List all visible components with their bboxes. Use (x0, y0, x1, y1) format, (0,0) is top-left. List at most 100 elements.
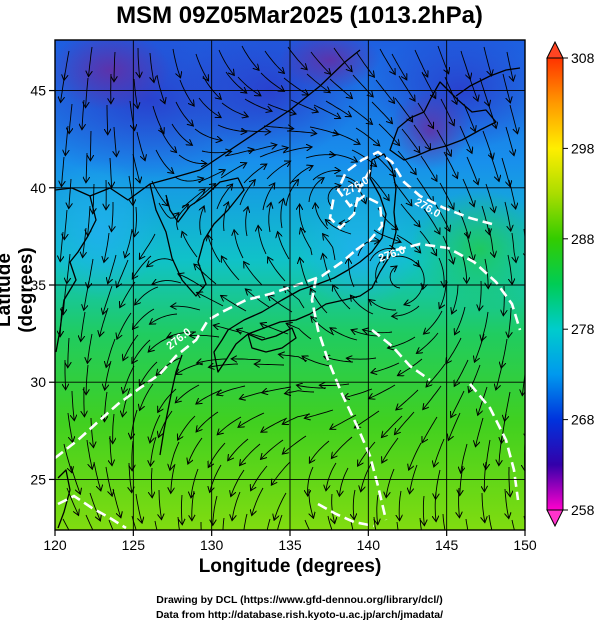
streamline (438, 257, 444, 286)
streamline (396, 521, 399, 530)
streamline (310, 440, 330, 462)
colorbar-tick-label: 268 (571, 412, 595, 428)
streamline (231, 469, 245, 496)
streamline (182, 232, 198, 258)
streamline (159, 489, 161, 519)
streamline (114, 51, 115, 81)
streamline (423, 416, 438, 442)
streamline (505, 488, 509, 518)
streamline (482, 492, 485, 522)
streamline (526, 79, 532, 107)
streamline (482, 311, 489, 340)
streamline (326, 220, 352, 235)
streamline (197, 293, 224, 307)
streamline (91, 417, 93, 447)
streamline (151, 436, 157, 465)
streamline (386, 468, 395, 497)
streamline (502, 73, 510, 102)
streamline (86, 152, 87, 182)
streamline (486, 439, 491, 469)
streamline (64, 209, 67, 239)
streamline (83, 227, 86, 257)
streamline (67, 412, 73, 441)
streamline (133, 308, 155, 329)
streamline (103, 285, 113, 313)
streamline (93, 461, 101, 490)
streamline (221, 102, 247, 116)
streamline (327, 186, 340, 208)
streamline (527, 282, 529, 311)
streamline (332, 493, 335, 523)
streamline (505, 126, 514, 155)
streamline (90, 130, 91, 160)
streamline (132, 440, 133, 470)
streamline (303, 357, 331, 367)
streamline (170, 441, 180, 469)
streamline (112, 202, 114, 231)
streamline (373, 516, 377, 530)
streamline (417, 102, 433, 128)
streamline (353, 489, 355, 519)
streamline (172, 306, 201, 311)
streamline (151, 467, 152, 497)
streamline (108, 519, 114, 530)
streamline (266, 162, 290, 180)
streamline (88, 205, 90, 235)
streamline (533, 313, 534, 342)
streamline (300, 259, 309, 287)
streamline (123, 365, 135, 393)
streamline (239, 412, 265, 427)
streamline (466, 156, 478, 184)
streamline (305, 155, 334, 158)
streamline (394, 97, 412, 121)
streamline (259, 148, 287, 158)
streamline (60, 231, 63, 261)
streamline (460, 465, 463, 495)
streamline (129, 462, 132, 492)
streamline (209, 364, 239, 367)
colorbar-top-arrow (546, 40, 564, 59)
streamline (239, 180, 255, 206)
streamline (393, 305, 420, 316)
streamline (370, 300, 396, 311)
streamline (261, 439, 284, 459)
streamline (509, 467, 510, 496)
streamline (178, 415, 196, 439)
streamline (463, 103, 475, 131)
streamline (423, 495, 424, 525)
streamline (373, 229, 400, 242)
streamline (420, 155, 436, 180)
colorbar-tick-label: 278 (571, 321, 595, 337)
streamline (179, 274, 205, 289)
streamline (355, 410, 380, 427)
colorbar-body (546, 57, 564, 511)
streamline (375, 79, 394, 103)
streamline (391, 53, 406, 79)
streamline (489, 152, 499, 180)
streamline (308, 466, 314, 495)
streamline (467, 72, 478, 100)
streamline (282, 147, 311, 154)
streamline (176, 384, 200, 402)
streamline (347, 358, 377, 359)
streamline (483, 46, 491, 75)
streamline (370, 384, 396, 398)
streamline (150, 414, 161, 442)
streamline (442, 513, 446, 530)
streamline (107, 105, 108, 134)
streamline (221, 296, 247, 312)
streamline (117, 312, 132, 338)
streamline (234, 231, 244, 259)
streamline (192, 490, 194, 520)
streamline (356, 52, 374, 76)
streamline (333, 47, 352, 71)
streamline (331, 414, 357, 429)
streamline (332, 131, 359, 144)
streamline (135, 286, 159, 304)
streamline (352, 74, 373, 96)
streamline (508, 179, 516, 208)
streamline (175, 101, 193, 125)
streamline (504, 201, 511, 230)
y-axis-ticks: 25 30 35 40 45 (30, 83, 55, 487)
streamline (104, 232, 110, 261)
